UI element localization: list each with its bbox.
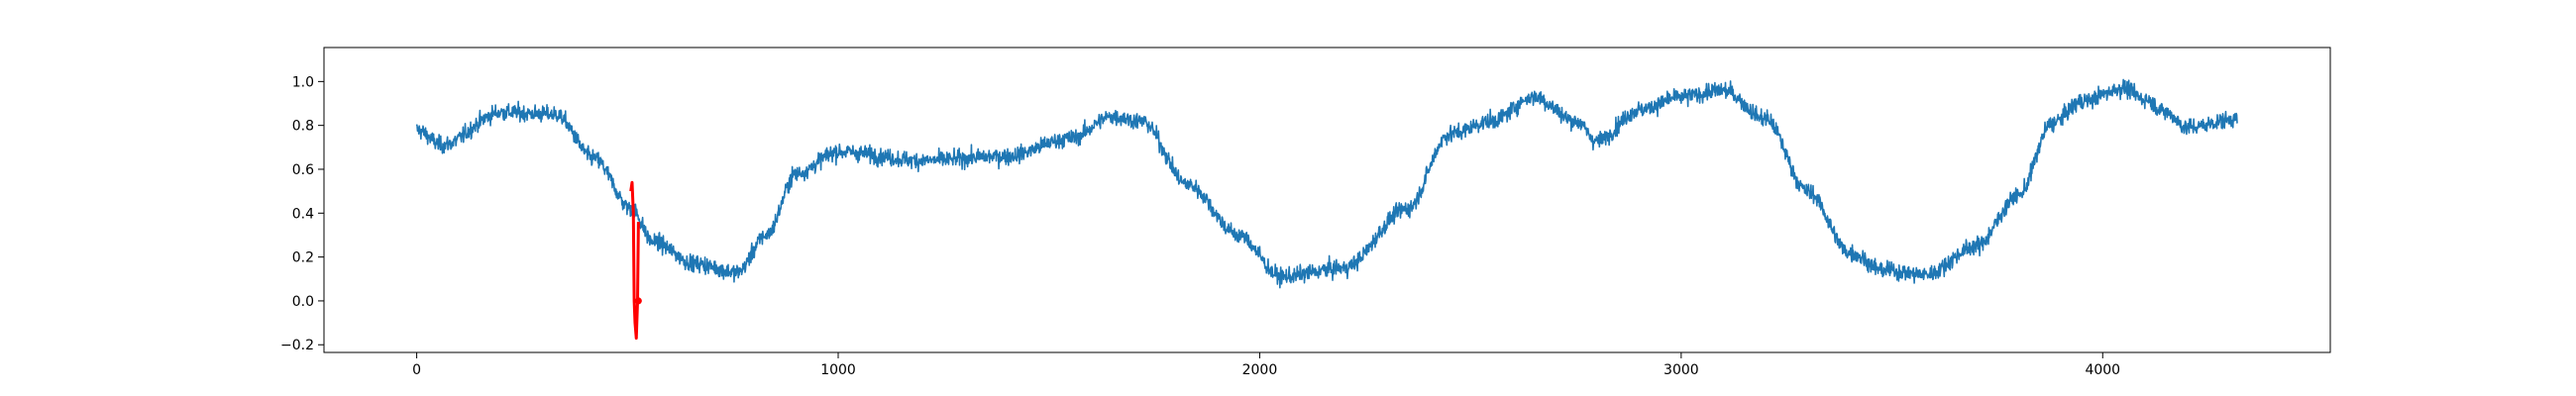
y-tick-label: 0.0 [292,294,314,310]
x-tick-label: 1000 [820,362,856,378]
y-tick-label: 0.2 [292,250,314,266]
axes-frame [323,47,2331,353]
series-line-main [415,78,2239,289]
y-tick-label: 0.6 [292,162,314,178]
series-layer [415,78,2239,341]
y-tick-label: 1.0 [292,74,314,90]
series-line-highlight [629,180,640,341]
y-tick-label: 0.4 [292,206,314,222]
x-tick-label: 4000 [2085,362,2120,378]
x-axis: 0 1000 2000 3000 4000 [412,352,2120,378]
y-axis: −0.2 0.0 0.2 0.4 0.6 0.8 1.0 [280,74,324,353]
x-tick-label: 3000 [1664,362,1699,378]
y-tick-label: 0.8 [292,119,314,135]
x-tick-label: 0 [412,362,421,378]
y-tick-label: −0.2 [280,338,314,353]
highlight-marker-0 [634,297,642,305]
x-tick-label: 2000 [1242,362,1278,378]
